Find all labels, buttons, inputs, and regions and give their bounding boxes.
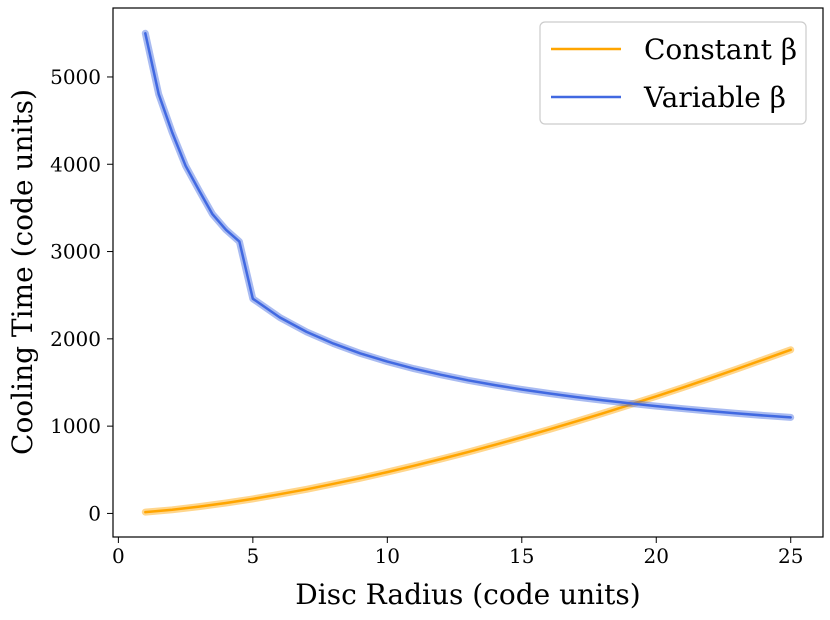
series-layer bbox=[141, 29, 795, 516]
legend-box bbox=[539, 21, 807, 125]
y-tick-label: 3000 bbox=[50, 240, 101, 264]
x-tick-label: 15 bbox=[509, 544, 534, 568]
legend: Constant β Variable β bbox=[539, 21, 807, 125]
y-axis-label: Cooling Time (code units) bbox=[6, 89, 39, 455]
x-axis-label: Disc Radius (code units) bbox=[295, 578, 640, 611]
legend-label-variable-beta: Variable β bbox=[643, 81, 786, 114]
x-tick-label: 5 bbox=[246, 544, 259, 568]
y-tick-label: 2000 bbox=[50, 327, 101, 351]
y-tick-label: 5000 bbox=[50, 65, 101, 89]
y-tick-label: 0 bbox=[88, 501, 101, 525]
x-tick-label: 20 bbox=[644, 544, 669, 568]
x-tick-label: 0 bbox=[112, 544, 125, 568]
y-tick-label: 1000 bbox=[50, 414, 101, 438]
x-tick-label: 10 bbox=[375, 544, 400, 568]
x-axis: 0 5 10 15 20 25 bbox=[112, 537, 803, 568]
legend-label-constant-beta: Constant β bbox=[644, 33, 797, 66]
series-line-variable-beta bbox=[144, 32, 792, 419]
x-tick-label: 25 bbox=[778, 544, 803, 568]
series-line-constant-beta bbox=[144, 348, 792, 514]
y-axis: 0 1000 2000 3000 4000 5000 bbox=[50, 65, 113, 525]
y-tick-label: 4000 bbox=[50, 152, 101, 176]
plot-frame bbox=[112, 7, 824, 538]
